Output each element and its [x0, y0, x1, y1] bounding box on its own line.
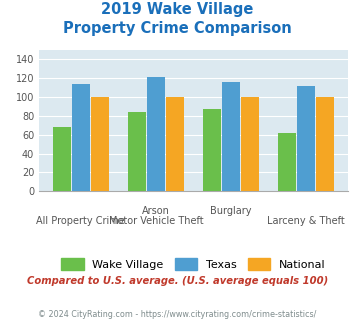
Text: Arson: Arson — [142, 206, 170, 216]
Bar — [72, 83, 90, 191]
Bar — [203, 109, 221, 191]
Bar — [128, 112, 146, 191]
Text: Compared to U.S. average. (U.S. average equals 100): Compared to U.S. average. (U.S. average … — [27, 276, 328, 285]
Bar — [297, 86, 315, 191]
Bar — [53, 127, 71, 191]
Text: © 2024 CityRating.com - https://www.cityrating.com/crime-statistics/: © 2024 CityRating.com - https://www.city… — [38, 310, 317, 319]
Text: Burglary: Burglary — [210, 206, 252, 216]
Bar — [166, 97, 184, 191]
Bar — [91, 97, 109, 191]
Bar — [241, 97, 259, 191]
Bar — [147, 77, 165, 191]
Text: 2019 Wake Village: 2019 Wake Village — [101, 2, 254, 16]
Text: All Property Crime: All Property Crime — [37, 216, 125, 226]
Bar — [278, 133, 296, 191]
Legend: Wake Village, Texas, National: Wake Village, Texas, National — [57, 254, 330, 274]
Text: Property Crime Comparison: Property Crime Comparison — [63, 21, 292, 36]
Text: Larceny & Theft: Larceny & Theft — [267, 216, 345, 226]
Bar — [222, 82, 240, 191]
Bar — [316, 97, 334, 191]
Text: Motor Vehicle Theft: Motor Vehicle Theft — [109, 216, 203, 226]
